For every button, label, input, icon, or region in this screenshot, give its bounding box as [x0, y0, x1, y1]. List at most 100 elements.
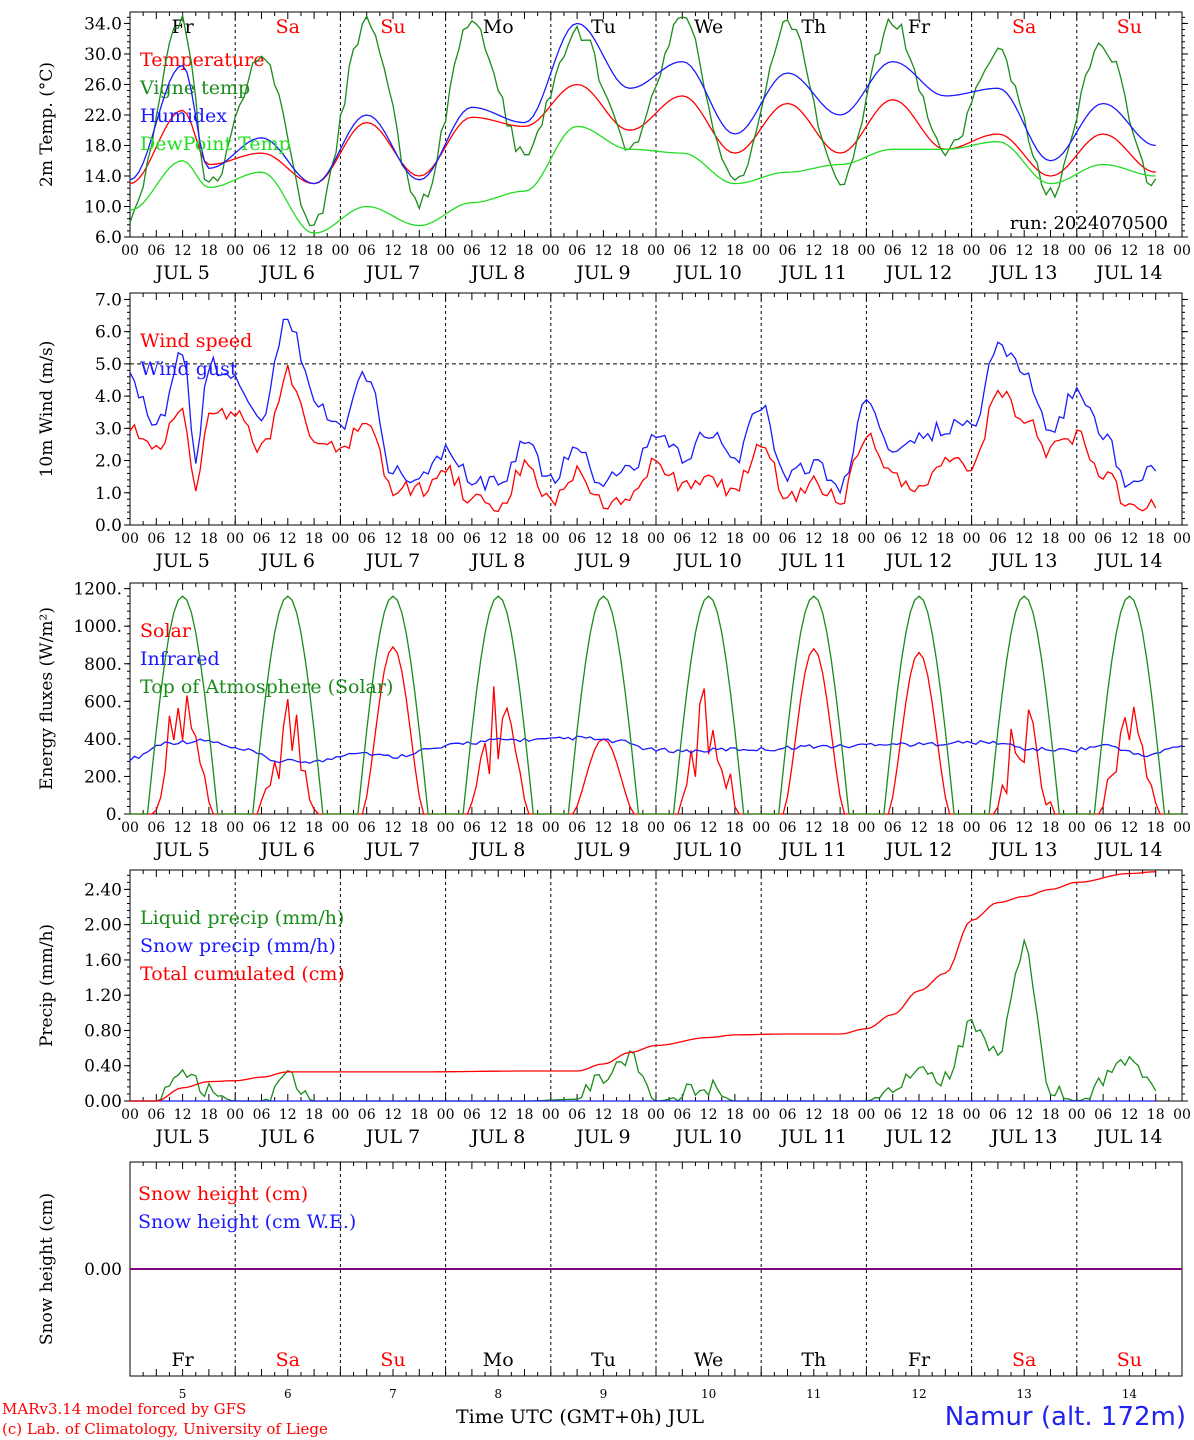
hour-tick-label: 00 — [437, 531, 455, 547]
hour-tick-label: 00 — [1173, 1107, 1191, 1123]
y-tick-label: 600. — [84, 692, 122, 712]
hour-tick-label: 00 — [1068, 820, 1086, 836]
y-tick-label: 2.40 — [84, 880, 122, 900]
date-label: JUL 7 — [364, 262, 420, 284]
date-label: JUL 8 — [469, 550, 525, 572]
hour-tick-label: 00 — [542, 531, 560, 547]
hour-tick-label: 18 — [1042, 820, 1060, 836]
weekday-label: Fr — [908, 16, 931, 38]
hour-tick-label: 06 — [884, 1107, 902, 1123]
y-tick-label: 2.00 — [84, 916, 122, 936]
y-axis-label: 2m Temp. (°C) — [37, 62, 57, 187]
legend-entry: Wind gust — [140, 358, 238, 380]
weekday-label: Su — [380, 16, 405, 38]
date-label: JUL 6 — [259, 839, 315, 861]
y-tick-label: 6.0 — [95, 323, 122, 343]
hour-tick-label: 06 — [568, 531, 586, 547]
y-tick-label: 1200. — [73, 580, 122, 600]
hour-tick-label: 06 — [673, 243, 691, 259]
hour-tick-label: 12 — [1015, 531, 1033, 547]
hour-tick-label: 12 — [700, 1107, 718, 1123]
hour-tick-label: 18 — [621, 1107, 639, 1123]
y-axis-label: Energy fluxes (W/m²) — [37, 607, 57, 790]
hour-tick-label: 00 — [226, 820, 244, 836]
day-number-label: 13 — [1017, 1387, 1032, 1401]
y-tick-label: 400. — [84, 730, 122, 750]
hour-tick-label: 06 — [779, 1107, 797, 1123]
date-label: JUL 12 — [884, 262, 952, 284]
date-label: JUL 8 — [469, 1126, 525, 1148]
hour-tick-label: 18 — [936, 820, 954, 836]
legend-entry: Vigne temp — [139, 77, 250, 99]
hour-tick-label: 18 — [726, 820, 744, 836]
hour-tick-label: 00 — [752, 243, 770, 259]
weekday-label: Sa — [276, 1349, 300, 1371]
date-label: JUL 5 — [153, 262, 209, 284]
hour-tick-label: 18 — [200, 1107, 218, 1123]
panel-3: Energy fluxes (W/m²) 0. 200. 400. 600. 800. 10… — [37, 580, 1191, 861]
hour-tick-label: 06 — [568, 243, 586, 259]
hour-tick-label: 06 — [884, 820, 902, 836]
weekday-label: Mo — [483, 1349, 514, 1371]
date-label: JUL 11 — [779, 262, 847, 284]
series-line-wind-speed — [129, 365, 1157, 513]
weekday-label: Sa — [276, 16, 300, 38]
hour-tick-label: 18 — [410, 1107, 428, 1123]
hour-tick-label: 12 — [489, 531, 507, 547]
y-tick-label: 5.0 — [95, 355, 122, 375]
hour-tick-label: 18 — [726, 531, 744, 547]
y-tick-label: 26.0 — [84, 75, 122, 95]
station-label: Namur (alt. 172m) — [944, 1402, 1186, 1432]
weekday-label: We — [694, 16, 723, 38]
hour-tick-label: 06 — [779, 820, 797, 836]
hour-tick-label: 12 — [489, 243, 507, 259]
hour-tick-label: 06 — [358, 531, 376, 547]
day-number-label: 8 — [494, 1387, 502, 1401]
weekday-label: Th — [801, 16, 826, 38]
y-tick-label: 18.0 — [84, 136, 122, 156]
hour-tick-label: 12 — [489, 820, 507, 836]
y-tick-label: 0.80 — [84, 1021, 122, 1041]
hour-tick-label: 06 — [463, 531, 481, 547]
legend-entry: Humidex — [140, 105, 227, 127]
date-label: JUL 14 — [1094, 1126, 1162, 1148]
hour-tick-label: 00 — [647, 820, 665, 836]
hour-tick-label: 12 — [805, 531, 823, 547]
y-tick-label: 22.0 — [84, 106, 122, 126]
hour-tick-label: 06 — [884, 531, 902, 547]
hour-tick-label: 06 — [568, 1107, 586, 1123]
series-line-dewpoint-temp — [129, 125, 1156, 234]
day-number-label: 11 — [806, 1387, 821, 1401]
panel-1: 2m Temp. (°C) 6.0 10.0 14.0 18.0 22.0 26.0 30.0… — [37, 11, 1191, 284]
hour-tick-label: 12 — [174, 820, 192, 836]
y-tick-label: 0. — [106, 805, 122, 825]
hour-tick-label: 00 — [963, 1107, 981, 1123]
hour-tick-label: 12 — [279, 820, 297, 836]
hour-tick-label: 18 — [516, 531, 534, 547]
hour-tick-label: 18 — [410, 243, 428, 259]
y-tick-label: 2.0 — [95, 452, 122, 472]
hour-tick-label: 00 — [437, 1107, 455, 1123]
weekday-label: Tu — [591, 16, 616, 38]
date-label: JUL 13 — [989, 550, 1057, 572]
hour-tick-label: 18 — [936, 243, 954, 259]
date-label: JUL 14 — [1094, 262, 1162, 284]
hour-tick-label: 12 — [910, 1107, 928, 1123]
hour-tick-label: 00 — [1068, 243, 1086, 259]
y-axis-label: Precip (mm/h) — [37, 924, 57, 1047]
y-tick-label: 0.00 — [84, 1260, 122, 1280]
hour-tick-label: 18 — [726, 243, 744, 259]
hour-tick-label: 06 — [358, 1107, 376, 1123]
day-number-label: 5 — [179, 1387, 187, 1401]
legend-entry: Top of Atmosphere (Solar) — [140, 676, 393, 698]
hour-tick-label: 18 — [621, 820, 639, 836]
date-label: JUL 9 — [574, 1126, 630, 1148]
weekday-label: Su — [1117, 16, 1142, 38]
date-label: JUL 9 — [574, 839, 630, 861]
date-label: JUL 11 — [779, 550, 847, 572]
y-tick-label: 0.40 — [84, 1057, 122, 1077]
hour-tick-label: 06 — [463, 820, 481, 836]
hour-tick-label: 12 — [805, 1107, 823, 1123]
hour-tick-label: 06 — [253, 243, 271, 259]
hour-tick-label: 06 — [989, 820, 1007, 836]
